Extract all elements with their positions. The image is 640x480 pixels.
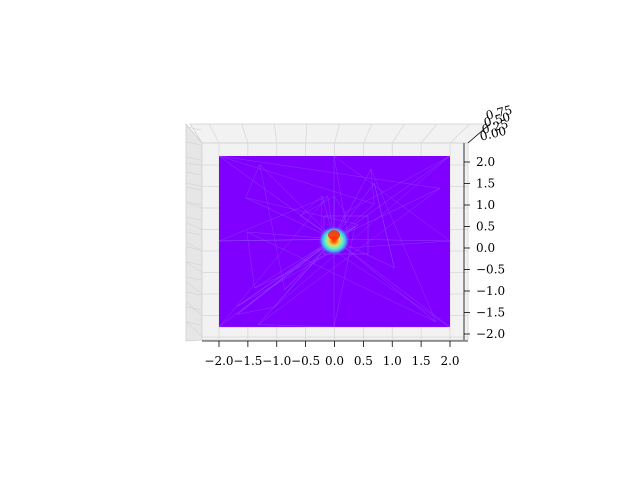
x-tick-label: 1.5: [412, 354, 431, 368]
y-tick-label: −1.5: [476, 306, 505, 320]
x-tick-label: −2.0: [204, 354, 233, 368]
z-axis-ticks: 0.750.500.250.00: [467, 103, 514, 144]
y-tick-label: −2.0: [476, 327, 505, 341]
x-axis-ticks: −2.0 −1.5 −1.0 −0.5 0.0 0.5 1.0 1.5 2.0: [204, 341, 460, 368]
y-tick-label: 1.5: [476, 177, 495, 191]
y-tick-label: −1.0: [476, 284, 505, 298]
x-tick-label: 1.0: [383, 354, 402, 368]
x-tick-label: 0.0: [325, 354, 344, 368]
surface-peak-top: [328, 230, 340, 240]
x-tick-label: 0.5: [354, 354, 373, 368]
z-tick-label: 0.75: [484, 103, 513, 123]
y-tick-label: 0.5: [476, 220, 495, 234]
z-tick-label: 0.25: [480, 117, 509, 137]
z-tick-label: 0.00: [478, 124, 507, 144]
back-pane: [189, 123, 492, 144]
y-tick-label: 1.0: [476, 198, 495, 212]
y-tick-label: 0.0: [476, 241, 495, 255]
y-axis-ticks: −2.0 −1.5 −1.0 −0.5 0.0 0.5 1.0 1.5 2.0: [464, 155, 505, 341]
x-tick-label: −1.5: [233, 354, 262, 368]
x-tick-label: 2.0: [440, 354, 459, 368]
y-tick-label: −0.5: [476, 263, 505, 277]
x-tick-label: −1.0: [262, 354, 291, 368]
x-tick-label: −0.5: [291, 354, 320, 368]
y-tick-label: 2.0: [476, 155, 495, 169]
